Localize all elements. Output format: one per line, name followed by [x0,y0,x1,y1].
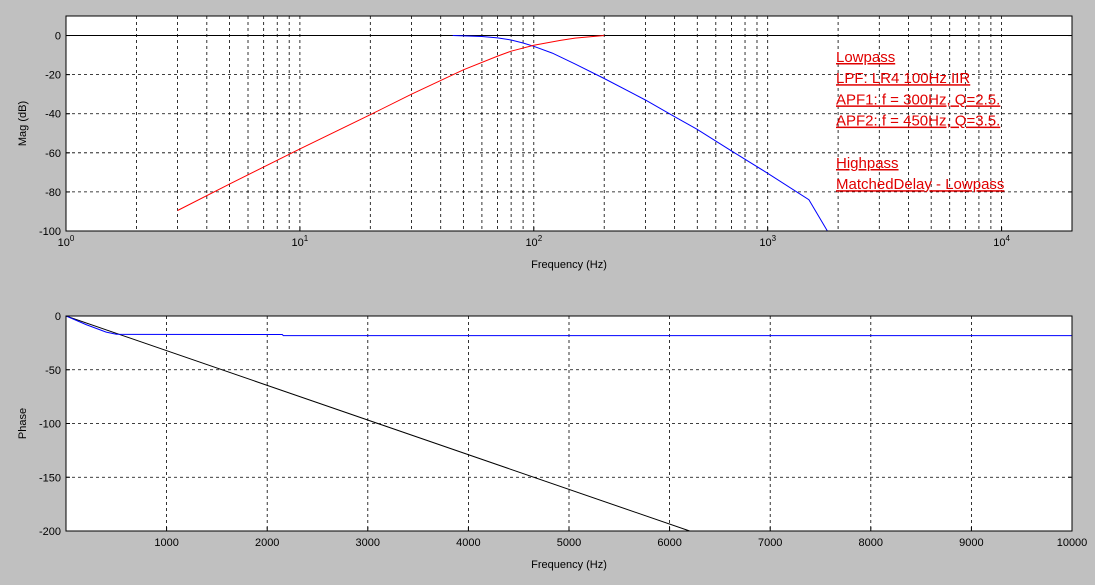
y-tick-label: -80 [45,187,61,199]
x-tick-base: 10 [292,237,304,249]
legend-entry: APF1: f = 300Hz, Q=2.5. [836,91,1000,108]
x-tick-label: 9000 [959,537,983,549]
series-line-1 [66,316,690,531]
x-tick-label: 8000 [859,537,883,549]
plot-area [66,316,1072,531]
plot-frame [65,15,1073,232]
x-tick-label: 101 [292,234,309,249]
series-line-2 [66,316,1072,337]
x-tick-exponent: 1 [304,234,309,243]
x-tick-label: 7000 [758,537,782,549]
legend-entry: MatchedDelay - Lowpass [836,176,1004,193]
x-tick-label: 102 [525,234,542,249]
x-tick-base: 10 [993,237,1005,249]
x-tick-exponent: 4 [1005,234,1010,243]
grid [66,16,1072,231]
y-tick-label: -200 [39,526,61,538]
x-tick-label: 103 [759,234,776,249]
x-tick-base: 10 [525,237,537,249]
x-tick-label: 104 [993,234,1010,249]
series-group [177,35,828,231]
x-tick-label: 6000 [657,537,681,549]
y-tick-label: 0 [55,31,61,43]
x-tick-label: 5000 [557,537,581,549]
series-line-2 [177,35,605,211]
x-tick-exponent: 3 [772,234,777,243]
x-tick-label: 4000 [456,537,480,549]
phase-plot: 0 -50 -100 -150 -200 1000 2000 3000 4000 5000 6000… [17,311,1087,571]
y-tick-label: 0 [55,311,61,323]
y-axis-label: Phase [17,408,29,439]
x-tick-base: 10 [58,237,70,249]
x-axis-label: Frequency (Hz) [531,259,607,271]
y-tick-label: -100 [39,419,61,431]
x-tick-label: 10000 [1057,537,1088,549]
y-tick-label: -40 [45,109,61,121]
x-tick-label: 3000 [356,537,380,549]
x-tick-label: 2000 [255,537,279,549]
x-tick-base: 10 [759,237,771,249]
series-line-1 [452,35,828,231]
legend-entry: Lowpass [836,49,895,66]
x-tick-label: 100 [58,234,75,249]
legend-entry: Highpass [836,155,899,172]
series-group [66,316,1072,531]
y-tick-label: -60 [45,148,61,160]
x-tick-label: 1000 [154,537,178,549]
x-axis-label: Frequency (Hz) [531,559,607,571]
y-tick-label: -50 [45,365,61,377]
legend-entry: LPF: LR4 100Hz IIR [836,70,970,87]
y-tick-label: -20 [45,70,61,82]
legend-entry: APF2: f = 450Hz, Q=3.5. [836,113,1000,130]
x-tick-exponent: 2 [538,234,543,243]
y-axis-label: Mag (dB) [17,101,29,146]
x-tick-exponent: 0 [70,234,75,243]
plot-area [66,16,1072,231]
y-tick-label: -100 [39,226,61,238]
y-tick-label: -150 [39,472,61,484]
